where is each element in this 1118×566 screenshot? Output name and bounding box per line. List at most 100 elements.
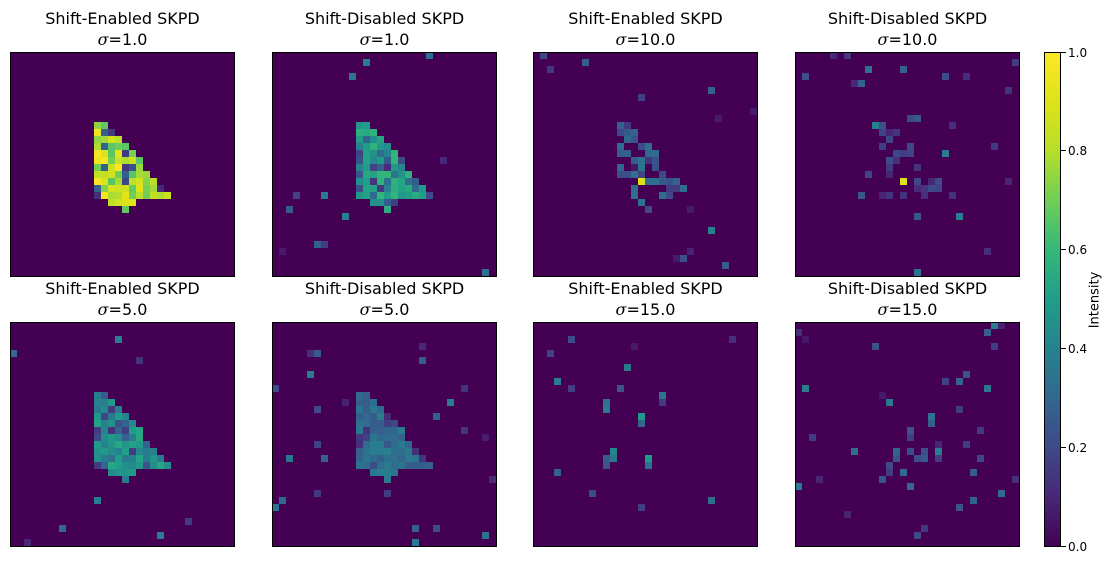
- heatmap-cell: [122, 150, 129, 157]
- sigma-symbol: σ: [97, 300, 109, 319]
- heatmap-cell: [426, 462, 433, 469]
- heatmap-cell: [935, 185, 942, 192]
- heatmap-noise-cell: [851, 80, 858, 87]
- heatmap-noise-cell: [673, 255, 680, 262]
- heatmap-cell: [928, 413, 935, 420]
- heatmap-cell: [419, 192, 426, 199]
- heatmap-noise-cell: [426, 52, 433, 59]
- heatmap-cell: [645, 150, 652, 157]
- heatmap-cell: [921, 185, 928, 192]
- heatmap-noise-cell: [307, 350, 314, 357]
- heatmap-noise-cell: [272, 504, 279, 511]
- heatmap-cell: [645, 143, 652, 150]
- heatmap-cell: [150, 192, 157, 199]
- heatmap-noise-cell: [879, 392, 886, 399]
- heatmap-cell: [610, 448, 617, 455]
- heatmap-cell: [391, 455, 398, 462]
- heatmap-cell: [398, 171, 405, 178]
- heatmap-cell: [115, 143, 122, 150]
- heatmap-noise-cell: [949, 122, 956, 129]
- sigma-symbol: σ: [359, 300, 371, 319]
- heatmap-noise-cell: [94, 497, 101, 504]
- heatmap-cell: [356, 192, 363, 199]
- heatmap-noise-cell: [872, 122, 879, 129]
- heatmap-cell: [363, 434, 370, 441]
- heatmap-cell: [108, 420, 115, 427]
- heatmap-noise-cell: [795, 329, 802, 336]
- heatmap-cell: [398, 178, 405, 185]
- heatmap-frame: [10, 52, 235, 277]
- heatmap-noise-cell: [750, 108, 757, 115]
- heatmap-noise-cell: [802, 385, 809, 392]
- heatmap-noise-cell: [554, 378, 561, 385]
- heatmap-cell: [115, 150, 122, 157]
- heatmap-cell: [101, 150, 108, 157]
- heatmap-cell: [391, 171, 398, 178]
- heatmap-cell: [652, 164, 659, 171]
- heatmap-cell: [157, 192, 164, 199]
- heatmap-noise-cell: [907, 483, 914, 490]
- heatmap-cell: [356, 455, 363, 462]
- heatmap-cell: [101, 185, 108, 192]
- heatmap-cell: [666, 192, 673, 199]
- heatmap-cell: [886, 129, 893, 136]
- heatmap-frame: [272, 52, 497, 277]
- heatmap-cell: [101, 406, 108, 413]
- heatmap-cell: [907, 150, 914, 157]
- heatmap-cell: [94, 143, 101, 150]
- heatmap-cell: [377, 462, 384, 469]
- heatmap-cell: [150, 185, 157, 192]
- heatmap-cell: [412, 462, 419, 469]
- heatmap-cell: [108, 164, 115, 171]
- heatmap-noise-cell: [687, 206, 694, 213]
- heatmap-panel-4: [795, 52, 1020, 277]
- heatmap-cell: [356, 171, 363, 178]
- heatmap-cell: [921, 455, 928, 462]
- heatmap-noise-cell: [582, 59, 589, 66]
- heatmap-cell: [370, 192, 377, 199]
- heatmap-cell: [370, 399, 377, 406]
- heatmap-cell: [405, 462, 412, 469]
- heatmap-noise-cell: [314, 490, 321, 497]
- heatmap-cell: [122, 143, 129, 150]
- heatmap-cell: [405, 192, 412, 199]
- panel-title-text: Shift-Enabled SKPD: [45, 279, 200, 298]
- heatmap-cell: [363, 178, 370, 185]
- heatmap-noise-cell: [631, 343, 638, 350]
- heatmap-cell: [370, 406, 377, 413]
- heatmap-cell: [377, 164, 384, 171]
- heatmap-cell: [129, 469, 136, 476]
- heatmap-cell: [115, 427, 122, 434]
- heatmap-frame: [795, 52, 1020, 277]
- heatmap-cell: [370, 171, 377, 178]
- heatmap-cell: [356, 462, 363, 469]
- heatmap-cell: [363, 171, 370, 178]
- heatmap-cell: [603, 455, 610, 462]
- heatmap-cell: [624, 136, 631, 143]
- heatmap-cell: [377, 178, 384, 185]
- heatmap-cell: [610, 455, 617, 462]
- heatmap-cell: [398, 427, 405, 434]
- heatmap-cell: [129, 150, 136, 157]
- heatmap-panel-7: [533, 322, 758, 547]
- heatmap-cell: [638, 171, 645, 178]
- panel-title-text: Shift-Disabled SKPD: [304, 279, 465, 298]
- heatmap-cell: [356, 150, 363, 157]
- colorbar-tick: [1061, 546, 1066, 547]
- sigma-symbol: σ: [615, 30, 627, 49]
- heatmap-noise-cell: [830, 52, 837, 59]
- heatmap-noise-cell: [384, 490, 391, 497]
- heatmap-cell: [108, 399, 115, 406]
- heatmap-noise-cell: [286, 455, 293, 462]
- heatmap-noise-cell: [984, 385, 991, 392]
- heatmap-cell: [370, 129, 377, 136]
- heatmap-cell: [129, 448, 136, 455]
- heatmap-cell: [363, 192, 370, 199]
- heatmap-cell: [370, 199, 377, 206]
- heatmap-cell: [143, 171, 150, 178]
- heatmap-noise-cell: [816, 476, 823, 483]
- heatmap-cell: [638, 157, 645, 164]
- heatmap-cell: [101, 455, 108, 462]
- heatmap-noise-cell: [321, 241, 328, 248]
- heatmap-cell: [398, 462, 405, 469]
